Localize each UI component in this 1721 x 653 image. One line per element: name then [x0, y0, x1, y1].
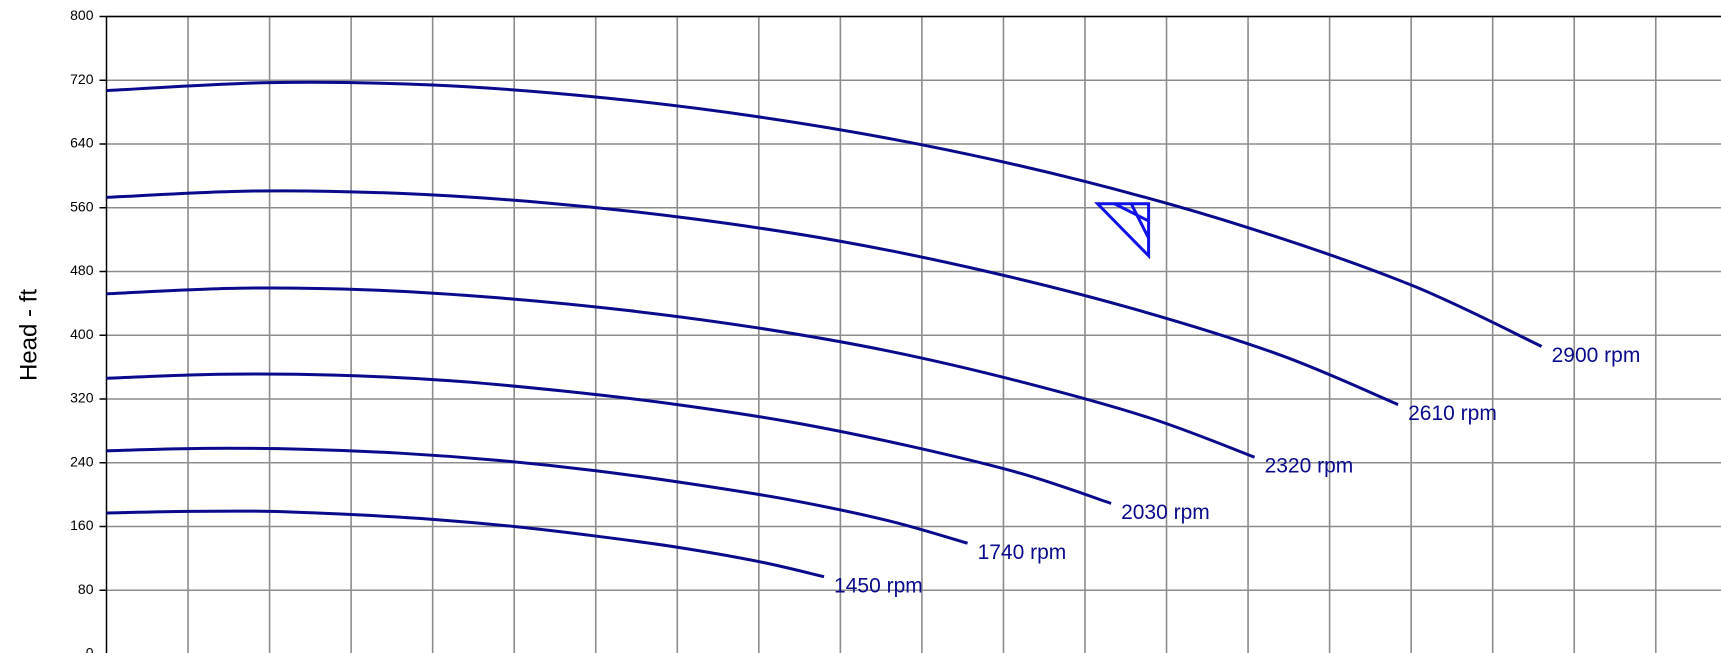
y-tick-label: 80 — [78, 581, 94, 597]
curve — [106, 189, 1399, 406]
y-tick-label: 320 — [70, 390, 94, 406]
curve-label: 2030 rpm — [1121, 501, 1210, 524]
curve-label: 2900 rpm — [1552, 344, 1641, 367]
y-tick-label: 560 — [70, 198, 94, 214]
y-tick-label: 0 — [86, 645, 94, 653]
y-tick-label: 800 — [70, 7, 94, 23]
y-tick-label: 160 — [70, 517, 94, 533]
curve-label: 2320 rpm — [1265, 455, 1354, 478]
y-tick-label: 240 — [70, 453, 94, 469]
y-tick-label: 720 — [70, 71, 94, 87]
curve — [106, 80, 1543, 348]
curve — [106, 372, 1112, 505]
curve — [106, 286, 1256, 459]
curve — [106, 446, 968, 545]
curve-label: 1740 rpm — [978, 541, 1067, 564]
operating-point-hatch — [1129, 203, 1150, 239]
curve-label: 2610 rpm — [1408, 402, 1497, 425]
operating-point-hatch — [1113, 202, 1150, 223]
curve-label: 1450 rpm — [834, 574, 923, 597]
curve — [106, 509, 825, 579]
y-axis-label: Head - ft — [15, 289, 42, 381]
operating-point-triangle — [1094, 202, 1151, 260]
y-tick-label: 480 — [70, 262, 94, 278]
operating-point — [1094, 202, 1151, 260]
y-tick-label: 400 — [70, 326, 94, 342]
y-tick-label: 640 — [70, 135, 94, 151]
